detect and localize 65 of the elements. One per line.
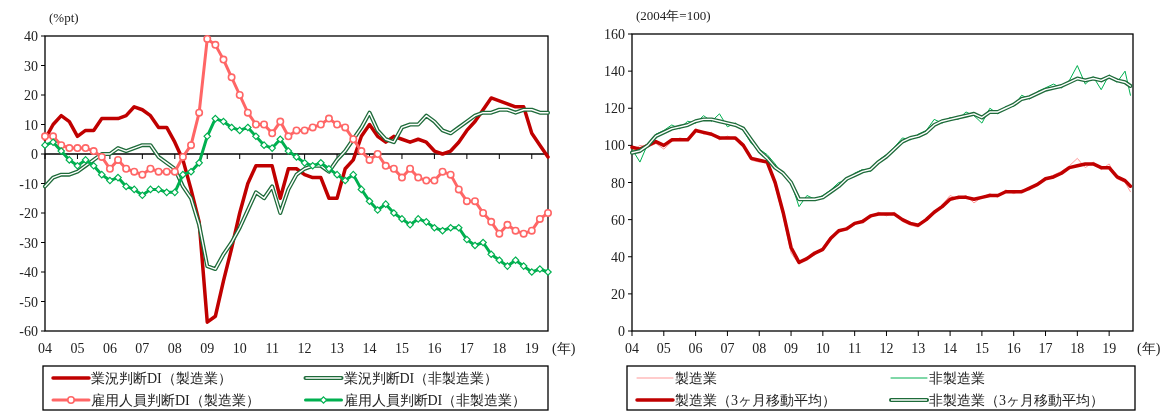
x-axis-title: (年) <box>1137 341 1161 357</box>
x-tick-label: 18 <box>492 341 507 356</box>
x-tick-label: 04 <box>625 341 639 356</box>
x-tick-label: 13 <box>330 341 345 356</box>
x-tick-label: 10 <box>815 341 830 356</box>
x-axis-title: (年) <box>552 341 576 357</box>
x-tick-label: 17 <box>459 341 474 356</box>
y-tick-label: 120 <box>604 101 625 117</box>
x-tick-label: 14 <box>362 341 377 356</box>
x-tick-label: 08 <box>752 341 767 356</box>
x-tick-label: 14 <box>943 341 958 356</box>
x-tick-label: 12 <box>297 341 312 356</box>
x-tick-label: 08 <box>167 341 182 356</box>
x-tick-label: 11 <box>265 341 279 356</box>
y-tick-label: 0 <box>31 147 38 162</box>
x-tick-label: 09 <box>200 341 215 356</box>
legend-label: 非製造業（3ヶ月移動平均） <box>929 393 1104 408</box>
y-tick-label: 20 <box>611 286 625 302</box>
y-tick-label: -60 <box>19 324 38 339</box>
y-tick-label: 40 <box>611 249 625 265</box>
x-tick-label: 06 <box>102 341 117 356</box>
line-series <box>43 96 550 324</box>
x-tick-label: 16 <box>427 341 442 356</box>
y-tick-label: -30 <box>19 235 38 251</box>
y-tick-label: -40 <box>19 265 38 280</box>
y-axis-title: (2004年=100) <box>636 8 711 23</box>
x-tick-label: 07 <box>720 341 735 356</box>
x-tick-label: 05 <box>70 341 85 356</box>
y-tick-label: 100 <box>604 138 625 154</box>
y-tick-label: 0 <box>618 324 625 339</box>
x-tick-label: 12 <box>879 341 894 356</box>
y-tick-label: -50 <box>19 294 38 310</box>
y-tick-label: 160 <box>604 27 625 42</box>
x-tick-label: 10 <box>232 341 247 356</box>
x-tick-label: 04 <box>38 341 52 356</box>
x-tick-label: 15 <box>974 341 989 356</box>
legend-label: 業況判断DI（非製造業） <box>343 371 499 386</box>
x-tick-label: 18 <box>1070 341 1085 356</box>
x-tick-label: 09 <box>784 341 799 356</box>
legend-label: 業況判断DI（製造業） <box>91 371 232 386</box>
x-tick-label: 11 <box>847 341 862 356</box>
x-tick-label: 19 <box>524 341 539 356</box>
y-tick-label: 60 <box>611 212 625 228</box>
legend-label: 製造業 <box>675 371 717 386</box>
y-tick-label: -20 <box>19 206 38 221</box>
x-tick-label: 06 <box>688 341 703 356</box>
x-tick-label: 13 <box>911 341 926 356</box>
x-tick-label: 07 <box>135 341 150 356</box>
x-tick-label: 15 <box>394 341 409 356</box>
x-tick-label: 16 <box>1006 341 1021 356</box>
legend-label: 非製造業 <box>929 371 985 386</box>
y-tick-label: 40 <box>24 29 38 44</box>
legend-label: 雇用人員判断DI（非製造業） <box>343 393 527 408</box>
y-tick-label: -10 <box>19 176 38 192</box>
legend-label: 製造業（3ヶ月移動平均） <box>675 393 836 408</box>
y-tick-label: 80 <box>611 175 625 191</box>
x-tick-label: 05 <box>656 341 671 356</box>
y-tick-label: 30 <box>24 58 38 74</box>
y-tick-label: 10 <box>24 117 38 133</box>
y-tick-label: 20 <box>24 88 38 103</box>
y-tick-label: 140 <box>604 64 625 80</box>
legend-label: 雇用人員判断DI（製造業） <box>91 393 260 408</box>
x-tick-label: 19 <box>1102 341 1117 356</box>
x-tick-label: 17 <box>1038 341 1053 356</box>
y-axis-title: (%pt) <box>49 10 79 25</box>
